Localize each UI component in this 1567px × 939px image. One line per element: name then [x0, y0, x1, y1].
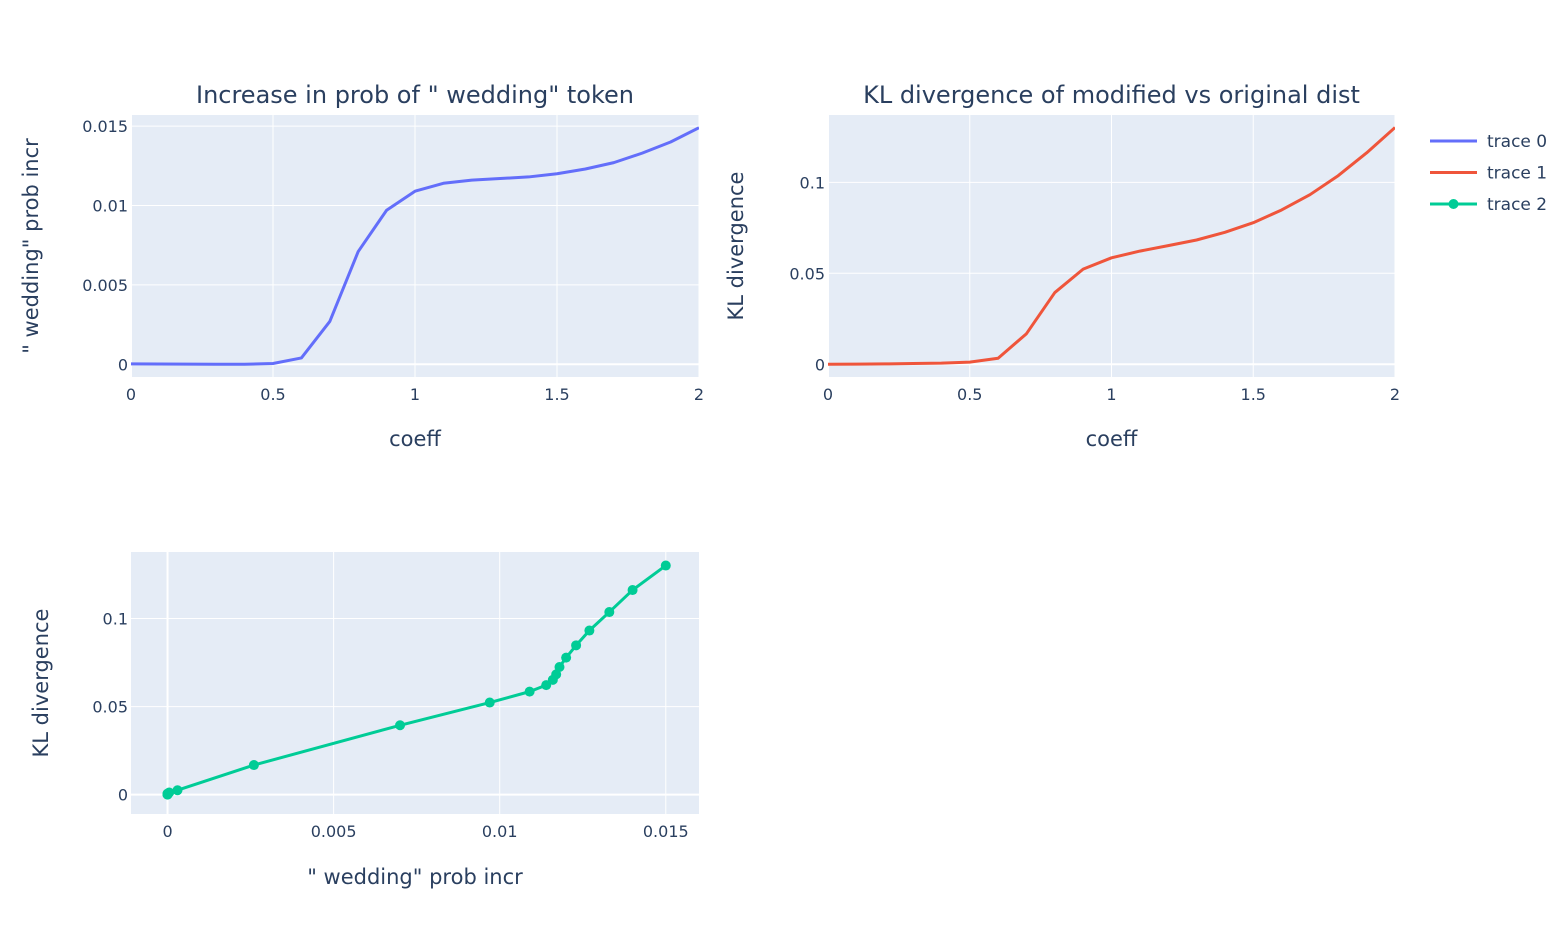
- chart-title: KL divergence of modified vs original di…: [863, 81, 1360, 109]
- x-tick-label: 0: [162, 822, 172, 841]
- y-tick-label: 0.015: [82, 117, 128, 136]
- plot-area: [131, 552, 699, 814]
- data-point: [627, 585, 638, 596]
- x-tick-label: 2: [1390, 385, 1400, 404]
- x-tick-label: 0.015: [643, 822, 689, 841]
- x-axis-label: coeff: [389, 427, 441, 451]
- data-point: [660, 560, 671, 571]
- x-tick-label: 0: [823, 385, 833, 404]
- legend-label: trace 0: [1487, 132, 1547, 152]
- x-axis-label: " wedding" prob incr: [307, 865, 523, 889]
- legend-item: trace 0: [1430, 132, 1547, 152]
- data-point: [584, 625, 595, 636]
- data-point: [172, 785, 183, 796]
- y-tick-label: 0: [815, 355, 825, 374]
- data-point: [571, 640, 582, 651]
- y-tick-label: 0: [118, 355, 128, 374]
- y-tick-label: 0.01: [92, 197, 128, 216]
- x-axis-label: coeff: [1086, 427, 1138, 451]
- chart-title: Increase in prob of " wedding" token: [196, 81, 634, 109]
- x-tick-label: 1.5: [1241, 385, 1266, 404]
- legend-item: trace 2: [1430, 195, 1547, 215]
- x-tick-label: 0.5: [957, 385, 982, 404]
- series-line-trace-0: [131, 126, 699, 366]
- x-tick-label: 1: [1106, 385, 1116, 404]
- x-tick-label: 0.005: [311, 822, 357, 841]
- data-point: [554, 661, 565, 672]
- y-axis-label: KL divergence: [724, 172, 748, 321]
- y-tick-label: 0.1: [103, 610, 128, 629]
- legend-item: trace 1: [1430, 164, 1547, 184]
- y-tick-label: 0.05: [92, 698, 128, 717]
- y-tick-label: 0.05: [789, 264, 825, 283]
- x-tick-label: 1: [410, 385, 420, 404]
- series-line-trace-1: [828, 126, 1395, 366]
- x-tick-label: 2: [694, 385, 704, 404]
- data-point: [561, 652, 572, 663]
- data-point: [164, 787, 175, 798]
- data-point: [248, 760, 259, 771]
- x-tick-label: 0: [126, 385, 136, 404]
- y-tick-label: 0.1: [800, 173, 825, 192]
- y-axis-label: KL divergence: [29, 609, 53, 758]
- legend-label: trace 1: [1487, 164, 1547, 184]
- legend-marker: [1448, 199, 1459, 209]
- data-point: [395, 720, 406, 731]
- y-tick-label: 0.005: [82, 276, 128, 295]
- legend-label: trace 2: [1487, 195, 1547, 215]
- subplot-2: 0 0.5 1 1.5 2 0 0.05 0.1 KL divergence of modifi…: [724, 81, 1400, 451]
- y-axis-label: " wedding" prob incr: [19, 138, 43, 354]
- x-tick-label: 1.5: [544, 385, 569, 404]
- data-point: [524, 686, 535, 697]
- x-tick-label: 0.01: [482, 822, 518, 841]
- subplot-1: 0 0.5 1 1.5 2 0 0.005 0.01 0.015 Increase in prob…: [19, 81, 704, 451]
- y-tick-label: 0: [118, 786, 128, 805]
- data-point: [604, 607, 615, 618]
- x-tick-label: 0.5: [260, 385, 285, 404]
- legend: trace 0 trace 1 trace 2: [1430, 132, 1547, 215]
- subplot-3: 0 0.005 0.01 0.015 0 0.05 0.1 " wedding" prob i…: [29, 552, 699, 889]
- data-point: [484, 697, 495, 708]
